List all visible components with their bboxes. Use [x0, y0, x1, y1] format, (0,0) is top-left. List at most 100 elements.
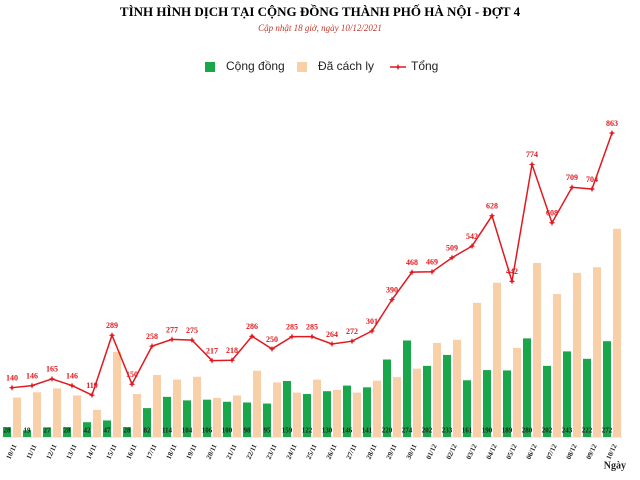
bar-label: 104: [182, 427, 193, 435]
bar: [263, 403, 271, 437]
line-marker: [8, 384, 16, 391]
bar: [553, 293, 561, 437]
bar: [403, 340, 411, 437]
bar: [253, 370, 261, 437]
bar: [163, 396, 171, 437]
bar-label: 106: [202, 427, 213, 435]
bar: [583, 358, 591, 437]
line-label: 286: [246, 322, 258, 331]
line-label: 390: [386, 285, 398, 294]
bar: [563, 351, 571, 437]
bar: [3, 427, 11, 437]
line: [11, 132, 613, 397]
x-tick-label: 15/11: [105, 443, 119, 461]
line-marker: [348, 338, 356, 345]
x-tick-label: 01/12: [425, 442, 439, 460]
bar: [393, 377, 401, 437]
bar: [373, 380, 381, 437]
line-marker: [548, 219, 556, 226]
line-label: 264: [326, 330, 338, 339]
line-label: 119: [86, 381, 98, 390]
line-label: 442: [506, 267, 518, 276]
bar: [133, 394, 141, 437]
bar-label: 27: [44, 427, 52, 435]
x-tick-label: 26/11: [325, 443, 339, 461]
line-marker: [108, 332, 116, 339]
bar: [423, 365, 431, 437]
bar: [33, 392, 41, 437]
bar-label: 159: [282, 427, 293, 435]
x-tick-label: 12/11: [45, 443, 59, 461]
line-marker: [528, 161, 536, 168]
bar-label: 114: [162, 427, 173, 435]
line-marker: [308, 333, 316, 340]
line-label: 285: [286, 322, 298, 331]
bar: [203, 399, 211, 437]
line-marker: [208, 357, 216, 364]
bar: [383, 359, 391, 437]
bar-label: 95: [264, 427, 272, 435]
bar-label: 280: [522, 427, 533, 435]
x-tick-label: 20/11: [205, 443, 219, 461]
bar: [173, 379, 181, 437]
x-tick-label: 25/11: [305, 443, 319, 461]
legend-label: Tổng: [411, 59, 438, 73]
legend-label: Đã cách ly: [318, 59, 374, 73]
line-label: 469: [426, 258, 438, 267]
line-label: 258: [146, 332, 158, 341]
bar-label: 202: [542, 427, 553, 435]
line-label: 285: [306, 322, 318, 331]
bar: [333, 389, 341, 437]
line-marker: [168, 336, 176, 343]
bar: [193, 376, 201, 437]
bar: [533, 263, 541, 437]
line-marker: [188, 336, 196, 344]
bar-label: 82: [144, 427, 152, 435]
bar-label: 42: [84, 427, 92, 435]
line-label: 509: [446, 244, 458, 253]
line-marker: [268, 345, 276, 353]
bar-label: 233: [442, 427, 453, 435]
line-marker: [508, 278, 516, 285]
x-tick-label: 09/12: [585, 442, 599, 460]
line-label: 217: [206, 346, 218, 355]
x-tick-label: 23/11: [265, 443, 279, 461]
line-marker: [388, 296, 396, 303]
bar-label: 243: [562, 427, 573, 435]
bar-label: 202: [422, 427, 433, 435]
line-label: 150: [126, 370, 138, 379]
bar-label: 146: [342, 427, 353, 435]
line-label: 140: [6, 374, 18, 383]
line-label: 146: [26, 371, 38, 380]
bar: [523, 338, 531, 437]
line-marker: [228, 357, 236, 364]
bar: [73, 395, 81, 437]
legend-label: Cộng đồng: [226, 59, 285, 73]
line-marker: [28, 382, 36, 389]
x-tick-label: 27/11: [345, 443, 359, 461]
x-tick-label: 05/12: [505, 442, 519, 460]
line-marker: [88, 391, 96, 399]
bar: [153, 375, 161, 437]
bar: [103, 420, 111, 437]
line-label: 250: [266, 335, 278, 344]
x-tick-label: 06/12: [525, 442, 539, 460]
bar: [433, 342, 441, 437]
bar: [273, 382, 281, 437]
bar-label: 122: [302, 427, 313, 435]
x-tick-label: 13/11: [65, 443, 79, 461]
x-tick-label: 22/11: [245, 443, 259, 461]
x-tick-label: 02/12: [445, 442, 459, 460]
bar: [123, 427, 131, 437]
x-tick-label: 10/11: [5, 443, 19, 461]
bar-label: 100: [222, 427, 233, 435]
bar: [453, 339, 461, 437]
bar: [613, 228, 621, 437]
bar: [443, 354, 451, 437]
bar: [593, 267, 601, 437]
x-tick-label: 03/12: [465, 442, 479, 460]
chart-subtitle: Cập nhật 18 giờ, ngày 10/12/2021: [258, 23, 382, 33]
line-marker: [408, 269, 416, 276]
x-tick-label: 18/11: [165, 443, 179, 461]
line-marker: [248, 333, 256, 340]
